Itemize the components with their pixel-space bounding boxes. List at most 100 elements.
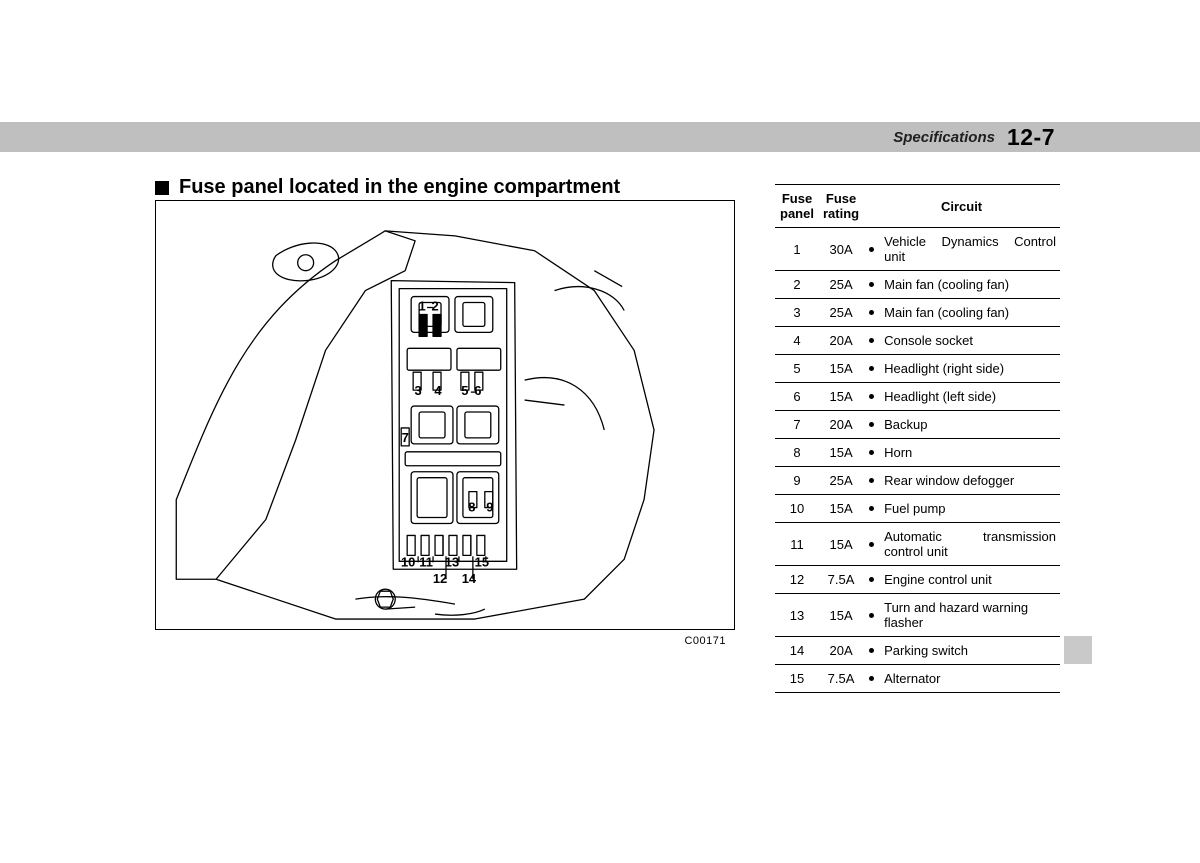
cell-panel: 9 bbox=[775, 467, 819, 495]
cell-circuit: Headlight (right side) bbox=[863, 355, 1060, 383]
bullet-icon bbox=[869, 450, 874, 455]
heading-bullet-icon bbox=[155, 181, 169, 195]
fuse-label: 11 bbox=[419, 554, 433, 569]
cell-panel: 5 bbox=[775, 355, 819, 383]
th-rating: Fuse rating bbox=[819, 185, 863, 228]
bullet-icon bbox=[869, 648, 874, 653]
fuse-label: 3 bbox=[415, 383, 422, 398]
cell-rating: 15A bbox=[819, 439, 863, 467]
fuse-label: 6 bbox=[474, 383, 481, 398]
cell-rating: 25A bbox=[819, 271, 863, 299]
cell-circuit: Console socket bbox=[863, 327, 1060, 355]
circuit-text: Rear window defogger bbox=[884, 473, 1014, 488]
section-heading: Fuse panel located in the engine compart… bbox=[179, 176, 620, 199]
table-row: 925ARear window defogger bbox=[775, 467, 1060, 495]
cell-circuit: Horn bbox=[863, 439, 1060, 467]
cell-rating: 15A bbox=[819, 594, 863, 637]
bullet-icon bbox=[869, 247, 874, 252]
fuse-label: 12 bbox=[433, 571, 447, 586]
cell-panel: 10 bbox=[775, 495, 819, 523]
cell-panel: 6 bbox=[775, 383, 819, 411]
circuit-text: Parking switch bbox=[884, 643, 968, 658]
bullet-icon bbox=[869, 282, 874, 287]
fuse-panel-figure: 123456789101112131415 C00171 bbox=[155, 200, 735, 630]
circuit-text: Vehicle Dynamics Control unit bbox=[884, 234, 1056, 264]
cell-panel: 1 bbox=[775, 228, 819, 271]
circuit-text: Main fan (cooling fan) bbox=[884, 277, 1009, 292]
cell-rating: 7.5A bbox=[819, 566, 863, 594]
cell-rating: 30A bbox=[819, 228, 863, 271]
page: Specifications 12-7 Fuse panel located i… bbox=[0, 0, 1200, 863]
table-row: 515AHeadlight (right side) bbox=[775, 355, 1060, 383]
cell-circuit: Parking switch bbox=[863, 637, 1060, 665]
cell-rating: 15A bbox=[819, 383, 863, 411]
fuse-panel-svg: 123456789101112131415 bbox=[156, 201, 734, 629]
fuse-label: 13 bbox=[445, 554, 459, 569]
circuit-text: Turn and hazard warning flasher bbox=[884, 600, 1056, 630]
table-body: 130A Vehicle Dynamics Control unit 225A Mai… bbox=[775, 228, 1060, 693]
cell-panel: 3 bbox=[775, 299, 819, 327]
cell-circuit: Engine control unit bbox=[863, 566, 1060, 594]
bullet-icon bbox=[869, 338, 874, 343]
bullet-icon bbox=[869, 422, 874, 427]
th-panel: Fuse panel bbox=[775, 185, 819, 228]
bullet-icon bbox=[869, 577, 874, 582]
cell-circuit: Vehicle Dynamics Control unit bbox=[863, 228, 1060, 271]
table-head: Fuse panel Fuse rating Circuit bbox=[775, 185, 1060, 228]
fuse-label: 5 bbox=[461, 383, 468, 398]
table-row: 1015AFuel pump bbox=[775, 495, 1060, 523]
circuit-text: Main fan (cooling fan) bbox=[884, 305, 1009, 320]
fuse-label: 10 bbox=[401, 554, 415, 569]
cell-rating: 20A bbox=[819, 327, 863, 355]
cell-circuit: Turn and hazard warning flasher bbox=[863, 594, 1060, 637]
table-row: 1420A Parking switch bbox=[775, 637, 1060, 665]
cell-circuit: Headlight (left side) bbox=[863, 383, 1060, 411]
cell-circuit: Main fan (cooling fan) bbox=[863, 271, 1060, 299]
fuse-label: 4 bbox=[434, 383, 442, 398]
cell-panel: 11 bbox=[775, 523, 819, 566]
bullet-icon bbox=[869, 366, 874, 371]
fuse-label: 2 bbox=[431, 298, 438, 313]
bullet-icon bbox=[869, 506, 874, 511]
table-row: 225A Main fan (cooling fan) bbox=[775, 271, 1060, 299]
circuit-text: Headlight (left side) bbox=[884, 389, 996, 404]
bullet-icon bbox=[869, 676, 874, 681]
cell-panel: 12 bbox=[775, 566, 819, 594]
cell-circuit: Rear window defogger bbox=[863, 467, 1060, 495]
bullet-icon bbox=[869, 310, 874, 315]
fuse-label: 7 bbox=[402, 430, 409, 445]
cell-panel: 8 bbox=[775, 439, 819, 467]
table-row: 615A Headlight (left side) bbox=[775, 383, 1060, 411]
cell-panel: 13 bbox=[775, 594, 819, 637]
fuse-table: Fuse panel Fuse rating Circuit 130A Vehic… bbox=[775, 184, 1060, 693]
cell-rating: 15A bbox=[819, 355, 863, 383]
bullet-icon bbox=[869, 613, 874, 618]
header-bar: Specifications 12-7 bbox=[0, 122, 1200, 152]
bullet-icon bbox=[869, 542, 874, 547]
section-heading-wrap: Fuse panel located in the engine compart… bbox=[155, 176, 620, 199]
table-row: 815A Horn bbox=[775, 439, 1060, 467]
cell-rating: 7.5A bbox=[819, 665, 863, 693]
cell-rating: 20A bbox=[819, 411, 863, 439]
cell-panel: 14 bbox=[775, 637, 819, 665]
figure-id: C00171 bbox=[684, 635, 726, 647]
page-number: 12-7 bbox=[1007, 124, 1055, 151]
cell-circuit: Automatic transmission control unit bbox=[863, 523, 1060, 566]
circuit-text: Horn bbox=[884, 445, 912, 460]
cell-rating: 25A bbox=[819, 299, 863, 327]
table-row: 1315A Turn and hazard warning flasher bbox=[775, 594, 1060, 637]
cell-panel: 7 bbox=[775, 411, 819, 439]
header-inner: Specifications 12-7 bbox=[893, 122, 1055, 152]
cell-circuit: Alternator bbox=[863, 665, 1060, 693]
circuit-text: Backup bbox=[884, 417, 927, 432]
cell-panel: 2 bbox=[775, 271, 819, 299]
cell-rating: 15A bbox=[819, 495, 863, 523]
th-circuit: Circuit bbox=[863, 185, 1060, 228]
table-row: 420AConsole socket bbox=[775, 327, 1060, 355]
cell-rating: 20A bbox=[819, 637, 863, 665]
fuse-label: 15 bbox=[475, 554, 489, 569]
cell-circuit: Fuel pump bbox=[863, 495, 1060, 523]
section-name: Specifications bbox=[893, 129, 995, 146]
circuit-text: Alternator bbox=[884, 671, 940, 686]
table-row: 127.5AEngine control unit bbox=[775, 566, 1060, 594]
